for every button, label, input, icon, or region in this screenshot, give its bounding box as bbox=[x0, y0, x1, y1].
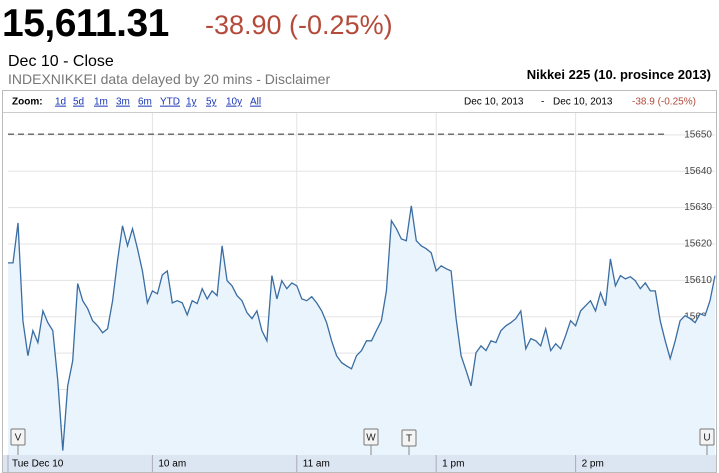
flag-label[interactable]: W bbox=[366, 433, 376, 444]
zoom-option[interactable]: All bbox=[250, 97, 261, 108]
zoom-label: Zoom: bbox=[12, 97, 43, 108]
y-tick-label: 15640 bbox=[684, 166, 712, 177]
flag-box[interactable] bbox=[10, 428, 26, 446]
x-axis-band bbox=[3, 455, 716, 472]
zoom-option[interactable]: YTD bbox=[160, 97, 180, 108]
zoom-option[interactable]: 3m bbox=[116, 97, 130, 108]
range-start: Dec 10, 2013 bbox=[464, 97, 524, 108]
range-end: Dec 10, 2013 bbox=[553, 97, 613, 108]
flag-box[interactable] bbox=[401, 429, 417, 447]
zoom-option[interactable]: 6m bbox=[138, 97, 152, 108]
range-change: -38.9 (-0.25%) bbox=[632, 97, 696, 108]
y-tick-label: 15650 bbox=[684, 129, 712, 140]
zoom-option[interactable]: 1m bbox=[94, 97, 108, 108]
x-tick-label: 1 pm bbox=[442, 459, 464, 470]
disclaimer: INDEXNIKKEI data delayed by 20 mins - Di… bbox=[8, 71, 331, 87]
chart-title: Nikkei 225 (10. prosince 2013) bbox=[526, 67, 711, 82]
price: 15,611.31 bbox=[2, 2, 169, 45]
zoom-option[interactable]: 10y bbox=[226, 97, 242, 108]
area-fill bbox=[8, 205, 715, 455]
flag-label[interactable]: U bbox=[703, 433, 710, 444]
zoom-option[interactable]: 1d bbox=[55, 97, 66, 108]
y-tick-label: 15620 bbox=[684, 239, 712, 250]
x-tick-label: Tue Dec 10 bbox=[12, 459, 64, 470]
zoom-option[interactable]: 1y bbox=[186, 97, 197, 108]
zoom-option[interactable]: 5y bbox=[206, 97, 217, 108]
flag-label[interactable]: V bbox=[15, 433, 22, 444]
price-line bbox=[8, 205, 716, 451]
y-tick-label: 15630 bbox=[684, 202, 712, 213]
zoom-option[interactable]: 5d bbox=[73, 97, 84, 108]
status: Dec 10 - Close bbox=[8, 53, 114, 70]
x-tick-label: 10 am bbox=[158, 459, 186, 470]
range-separator: - bbox=[541, 97, 544, 108]
flag-box[interactable] bbox=[699, 428, 715, 446]
price-change: -38.90 (-0.25%) bbox=[205, 10, 393, 40]
x-tick-label: 11 am bbox=[303, 459, 330, 470]
flag-label[interactable]: T bbox=[406, 434, 412, 445]
x-tick-label: 2 pm bbox=[582, 459, 604, 470]
y-tick-label: 15610 bbox=[684, 275, 712, 286]
flag-box[interactable] bbox=[363, 428, 379, 446]
